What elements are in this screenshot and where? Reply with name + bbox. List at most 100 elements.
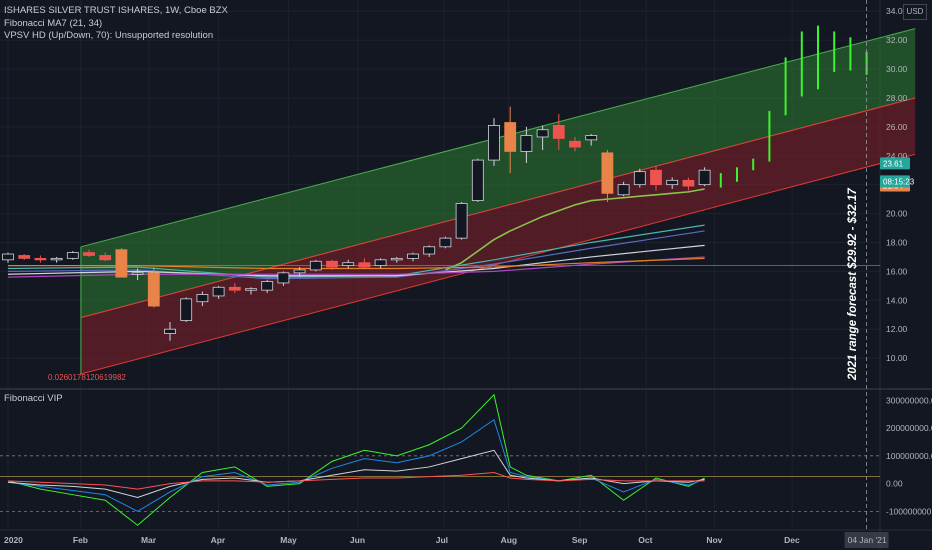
time-tick: Dec xyxy=(784,535,800,545)
candle xyxy=(293,267,306,278)
candle xyxy=(617,181,630,197)
candle xyxy=(439,236,452,249)
vip-series-line xyxy=(7,471,705,490)
time-tick: Apr xyxy=(211,535,226,545)
candle xyxy=(569,136,581,152)
vip-series-line xyxy=(7,393,705,526)
forecast-annotation: 2021 range forecast $29.92 - $32.17 xyxy=(847,188,859,381)
time-tick: Mar xyxy=(141,535,157,545)
candle xyxy=(698,167,711,187)
price-badge-label: 23.61 xyxy=(883,159,904,168)
vip-tick: 300000000.00 xyxy=(886,395,932,405)
candle xyxy=(358,258,371,269)
price-tick: 18.00 xyxy=(886,237,908,247)
price-tick: 24.00 xyxy=(886,151,908,161)
candle xyxy=(471,158,484,203)
ma-legend[interactable]: Fibonacci MA7 (21, 34) xyxy=(4,18,103,29)
candle xyxy=(261,280,274,294)
cursor-date-label: 04 Jan '21 xyxy=(848,535,887,545)
candle xyxy=(423,245,436,257)
candle xyxy=(536,125,549,150)
channel-band-red xyxy=(80,97,916,374)
price-tick: 32.00 xyxy=(886,35,908,45)
candle xyxy=(180,297,193,322)
price-tick: 16.00 xyxy=(886,266,908,276)
ma-series-line xyxy=(8,257,705,270)
time-tick: Aug xyxy=(501,535,518,545)
axes[interactable]: 34.0032.0030.0028.0026.0024.0022.0020.00… xyxy=(4,0,932,548)
channel-line xyxy=(80,97,916,319)
candle xyxy=(455,202,468,240)
candle xyxy=(633,168,646,188)
vip-tick: 0.00 xyxy=(886,479,903,489)
time-tick: Feb xyxy=(73,535,88,545)
candle xyxy=(164,321,176,341)
price-tick: 30.00 xyxy=(886,64,908,74)
price-tick: 34.00 xyxy=(886,6,908,16)
candle xyxy=(18,254,31,260)
candles[interactable] xyxy=(2,106,711,341)
price-tick: 28.00 xyxy=(886,93,908,103)
candle xyxy=(212,285,225,299)
candle xyxy=(115,248,128,278)
time-tick: Jul xyxy=(436,535,448,545)
vpsv-legend[interactable]: VPSV HD (Up/Down, 70): Unsupported resol… xyxy=(4,30,214,41)
symbol-title[interactable]: ISHARES SILVER TRUST ISHARES, 1W, Cboe B… xyxy=(4,5,228,16)
candle xyxy=(374,258,387,269)
price-tick: 14.00 xyxy=(886,295,908,305)
currency-badge[interactable]: USD xyxy=(903,4,927,20)
vip-series-line xyxy=(7,418,705,512)
channel-band-green xyxy=(80,28,916,318)
vip-legend[interactable]: Fibonacci VIP xyxy=(4,393,63,404)
candle xyxy=(650,165,662,191)
candle xyxy=(552,113,565,150)
price-tick: 10.00 xyxy=(886,353,908,363)
candle xyxy=(342,259,355,269)
price-badge xyxy=(880,157,910,170)
candle xyxy=(682,177,695,191)
channel-line xyxy=(80,153,916,375)
candle xyxy=(601,149,614,203)
candle xyxy=(407,252,419,262)
candle xyxy=(228,282,241,294)
price-tick: 26.00 xyxy=(886,122,908,132)
fib-ratio-label: 0.0260178120619982 xyxy=(48,373,126,382)
price-tick: 12.00 xyxy=(886,324,908,334)
time-tick: Oct xyxy=(638,535,652,545)
candle xyxy=(245,287,257,295)
candle xyxy=(504,106,517,174)
vip-series-line xyxy=(7,449,705,498)
fibonacci-vip-pane xyxy=(0,393,880,526)
candle xyxy=(34,255,47,263)
candle xyxy=(585,134,598,146)
price-badge xyxy=(880,175,910,188)
time-tick: Jun xyxy=(350,535,365,545)
candle xyxy=(131,268,144,281)
candle xyxy=(520,126,533,163)
candle xyxy=(277,271,290,286)
vip-tick: -100000000.00 xyxy=(886,506,932,516)
vip-tick: 100000000.00 xyxy=(886,451,932,461)
cursor-date-badge xyxy=(844,532,889,548)
vip-tick: 200000000.00 xyxy=(886,423,932,433)
candle xyxy=(488,118,500,166)
time-tick: Nov xyxy=(706,535,722,545)
time-tick: May xyxy=(280,535,297,545)
candle xyxy=(83,249,95,257)
candle xyxy=(147,267,160,308)
candle xyxy=(66,251,79,260)
candle xyxy=(99,252,112,262)
candle xyxy=(50,256,63,263)
candle xyxy=(390,256,403,263)
time-tick: Sep xyxy=(572,535,588,545)
regression-channel xyxy=(80,28,916,375)
price-tick: 20.00 xyxy=(886,209,908,219)
price-badge-label: 08:15:23 xyxy=(883,177,915,186)
candle xyxy=(666,177,679,189)
candle xyxy=(2,252,14,263)
candle xyxy=(309,259,322,272)
time-tick: 2020 xyxy=(4,535,23,545)
ma-series-line xyxy=(445,188,705,271)
candle xyxy=(326,259,338,270)
